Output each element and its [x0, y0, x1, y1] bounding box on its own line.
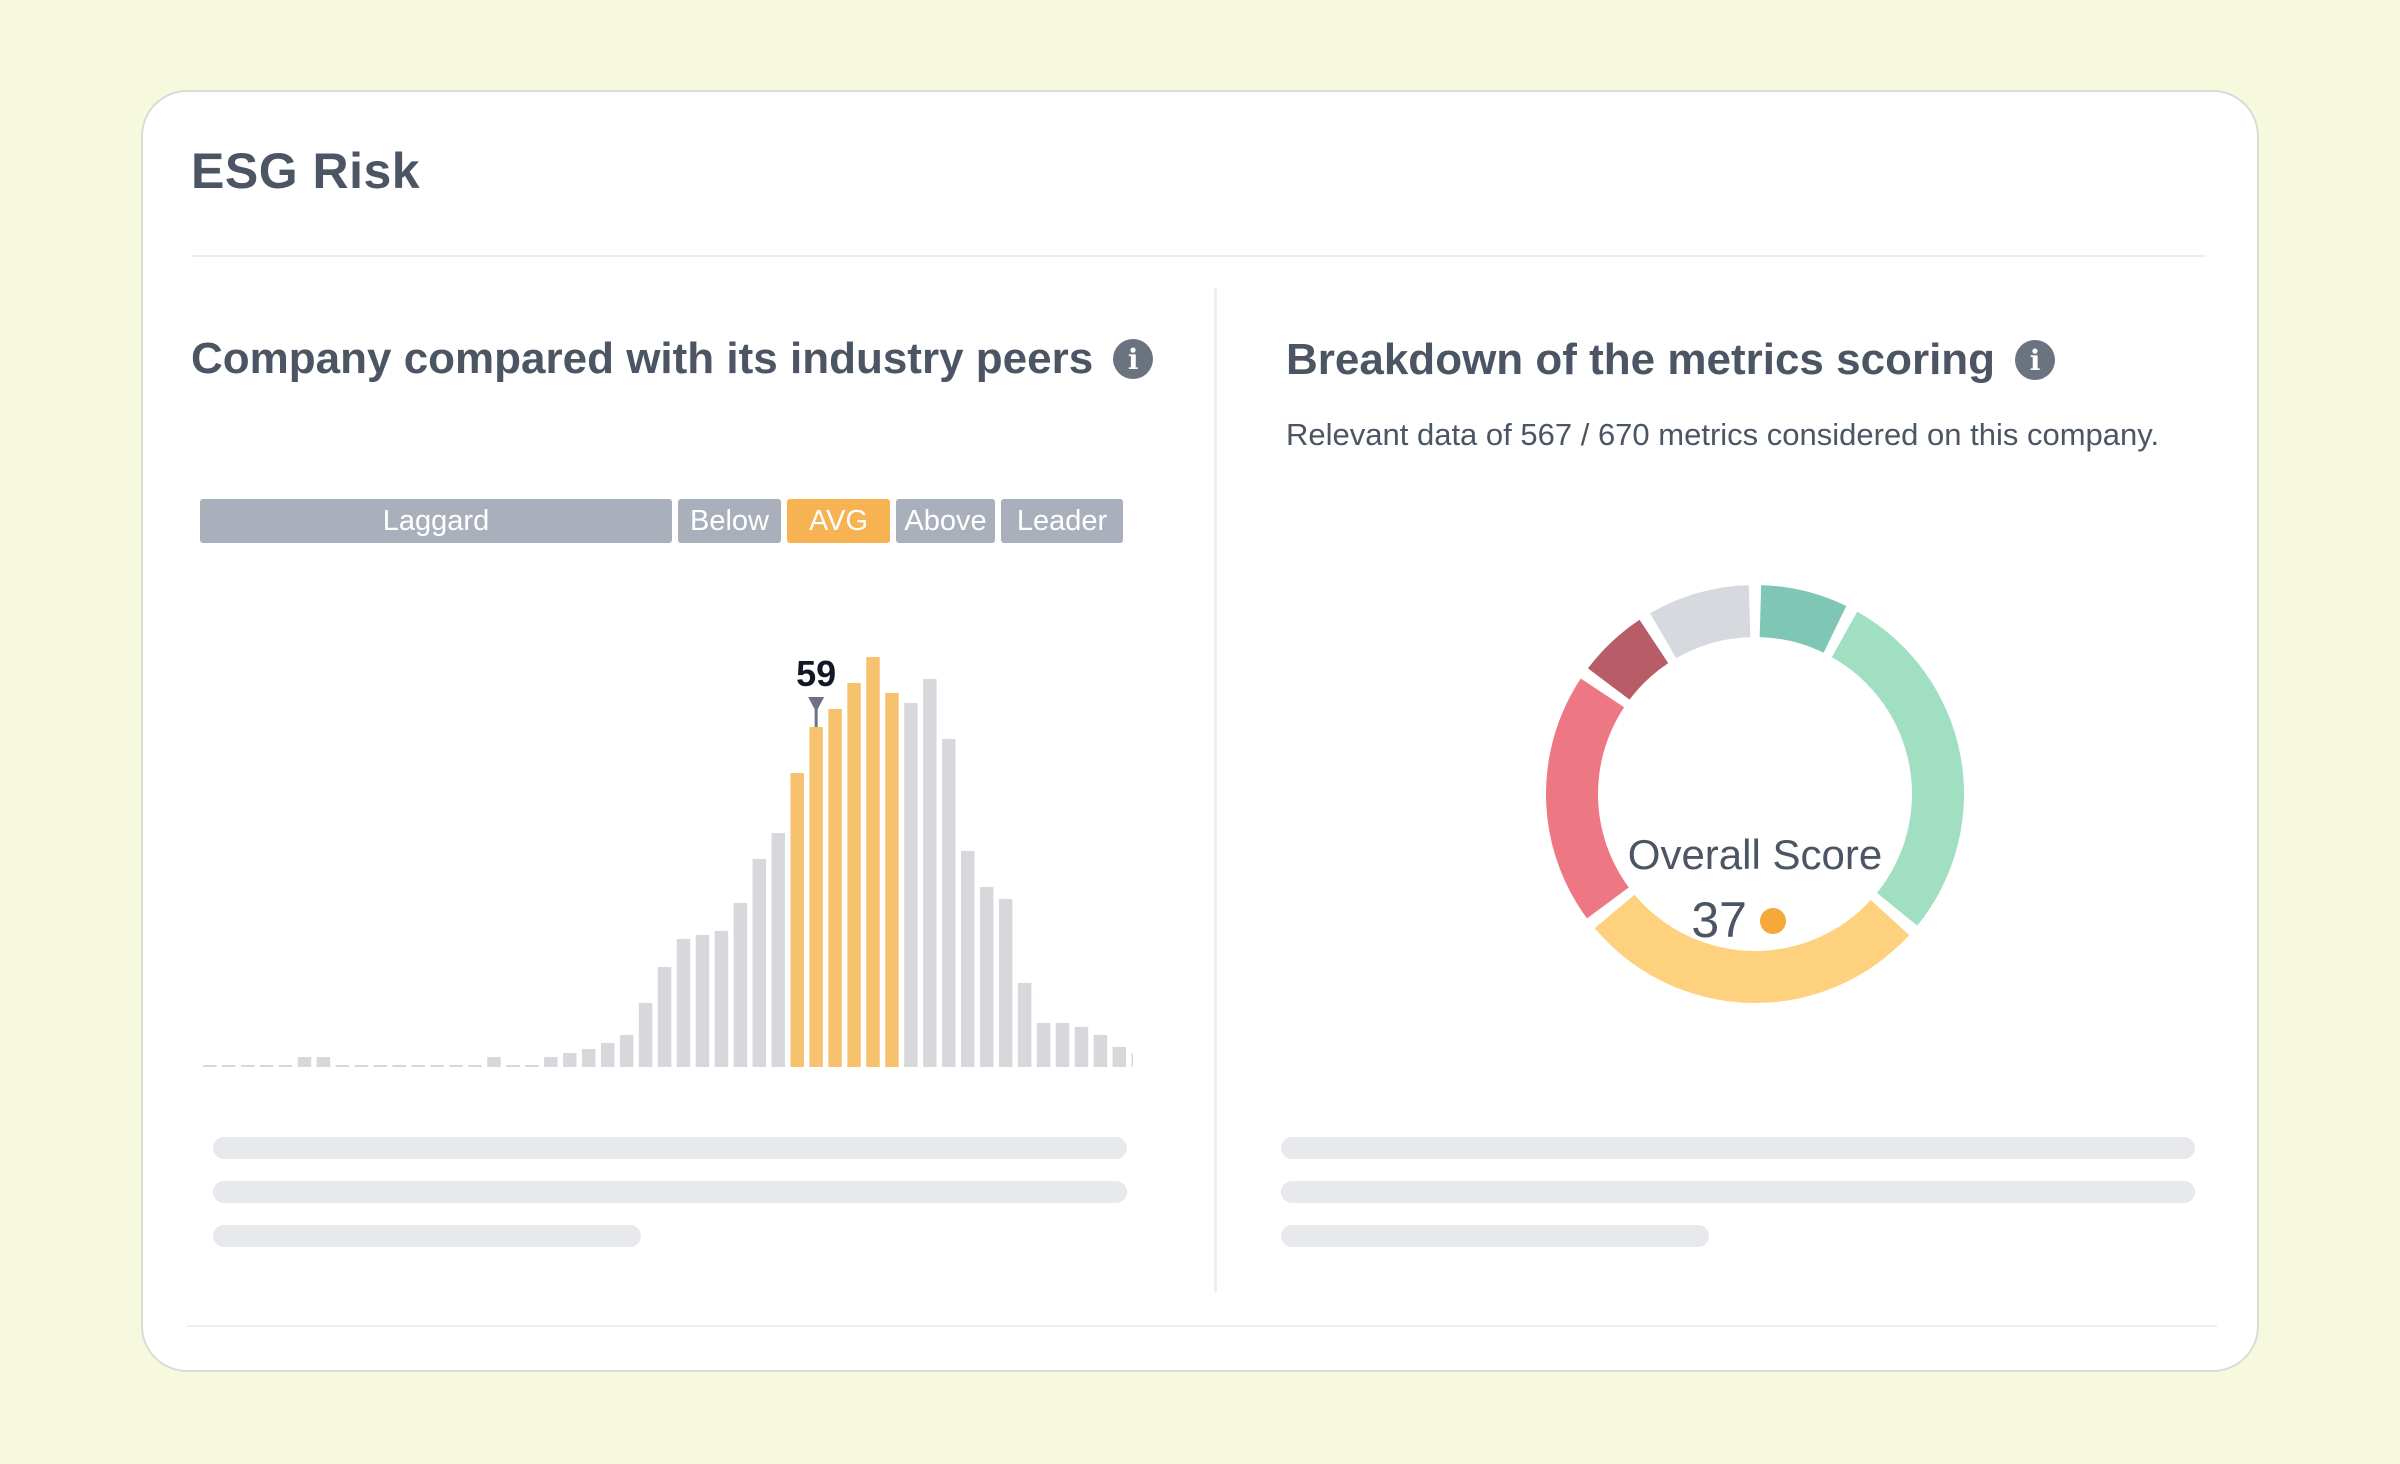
histogram-bar: [544, 1057, 558, 1067]
title-divider: [191, 255, 2206, 257]
peers-title-text: Company compared with its industry peers: [191, 334, 1094, 383]
band-laggard: Laggard: [200, 499, 672, 543]
histogram-bar: [221, 1065, 236, 1067]
skeleton-line: [1281, 1181, 2195, 1203]
histogram-bar: [335, 1065, 350, 1067]
histogram-bar: [468, 1065, 482, 1067]
histogram-bar: [904, 703, 918, 1067]
donut-slice: [1650, 585, 1751, 659]
histogram-bar: [316, 1057, 331, 1067]
skeleton-line: [213, 1181, 1127, 1203]
histogram-bar: [1112, 1047, 1127, 1067]
donut-slice: [1594, 894, 1910, 1003]
breakdown-subtitle: Relevant data of 567 / 670 metrics consi…: [1286, 417, 2160, 452]
donut-slice: [1587, 619, 1669, 700]
metrics-donut-chart: Overall Score 37: [1546, 585, 1964, 1003]
histogram-bar: [790, 773, 804, 1067]
band-label: Below: [690, 504, 769, 537]
band-leader: Leader: [1001, 499, 1123, 543]
histogram-bar: [297, 1057, 312, 1067]
histogram-bar: [1055, 1023, 1070, 1067]
info-icon[interactable]: i: [2015, 340, 2056, 380]
histogram-bar: [1074, 1027, 1089, 1067]
histogram-bar: [411, 1065, 425, 1067]
donut-slice: [1546, 678, 1629, 919]
histogram-bar: [714, 931, 729, 1067]
histogram-bar: [942, 739, 956, 1067]
band-label: Leader: [1016, 504, 1108, 537]
histogram-bar: [885, 693, 899, 1067]
histogram-bar: [240, 1065, 255, 1067]
band-below: Below: [678, 499, 781, 543]
histogram-bar: [979, 887, 994, 1067]
skeleton-line: [1281, 1137, 2195, 1159]
histogram-bar: [203, 1065, 217, 1067]
histogram-bar: [1093, 1035, 1108, 1067]
skeleton-line: [213, 1225, 641, 1247]
histogram-bar: [392, 1065, 406, 1067]
band-label: AVG: [808, 504, 869, 537]
histogram-bar: [1131, 1053, 1133, 1067]
histogram-bar: [373, 1065, 388, 1067]
histogram-bar: [259, 1065, 274, 1067]
histogram-bar: [525, 1065, 539, 1067]
info-icon[interactable]: i: [1113, 339, 1154, 379]
band-label: Laggard: [382, 504, 490, 537]
histogram-bar: [487, 1057, 501, 1067]
histogram-bar: [449, 1065, 463, 1067]
marker-label: 59: [796, 653, 836, 694]
histogram-bar: [354, 1065, 369, 1067]
band-avg: AVG: [787, 499, 890, 543]
histogram-bar: [563, 1053, 577, 1067]
peer-distribution-chart: 59: [203, 653, 1133, 1067]
histogram-bar: [809, 727, 823, 1067]
band-label: Above: [904, 504, 987, 537]
esg-risk-card: ESG Risk Company compared with its indus…: [141, 90, 2259, 1372]
histogram-bar: [733, 903, 748, 1067]
histogram-bar: [771, 833, 785, 1067]
histogram-bar: [1036, 1023, 1051, 1067]
histogram-bar: [847, 683, 861, 1067]
histogram-bar: [638, 1003, 653, 1067]
peers-section-title: Company compared with its industry peers…: [191, 334, 1154, 384]
histogram-bar: [1017, 983, 1032, 1067]
breakdown-title-text: Breakdown of the metrics scoring: [1286, 335, 1996, 384]
histogram-bar: [430, 1065, 444, 1067]
histogram-bar: [866, 657, 880, 1067]
histogram-bar: [752, 859, 767, 1067]
skeleton-line: [1281, 1225, 1709, 1247]
histogram-bar: [695, 935, 710, 1067]
histogram-bar: [961, 851, 975, 1067]
histogram-bar: [998, 899, 1013, 1067]
marker-pointer: [808, 697, 825, 712]
score-status-dot: [1760, 908, 1786, 934]
footer-divider: [187, 1325, 2217, 1327]
histogram-bar: [582, 1049, 596, 1067]
histogram-bar: [278, 1065, 293, 1067]
histogram-bar: [828, 709, 842, 1067]
breakdown-section-title: Breakdown of the metrics scoring i: [1286, 335, 2056, 385]
donut-center-label: Overall Score: [1628, 831, 1882, 878]
card-title: ESG Risk: [191, 143, 421, 199]
histogram-bar: [600, 1043, 615, 1067]
histogram-bar: [657, 967, 672, 1067]
skeleton-line: [213, 1137, 1127, 1159]
donut-slice: [1759, 585, 1847, 653]
histogram-bar: [506, 1065, 520, 1067]
overall-score-value: 37: [1691, 892, 1747, 948]
column-divider: [1214, 288, 1217, 1292]
donut-slice: [1831, 611, 1964, 926]
histogram-bar: [923, 679, 937, 1067]
band-above: Above: [896, 499, 995, 543]
histogram-bar: [676, 939, 691, 1067]
histogram-bar: [619, 1035, 634, 1067]
